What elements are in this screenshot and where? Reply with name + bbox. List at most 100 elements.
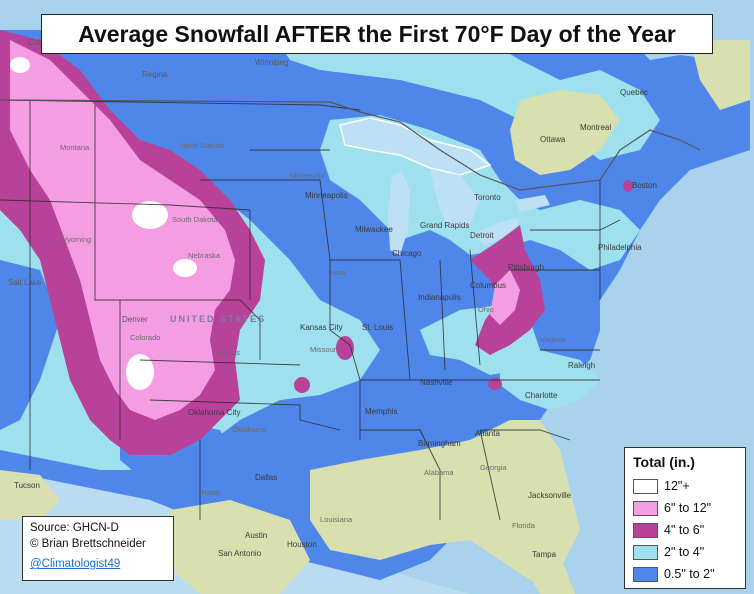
label-kansas: Kansas <box>215 348 240 357</box>
label-kansas-city: Kansas City <box>300 323 343 332</box>
state-borders <box>0 99 621 521</box>
label-chicago: Chicago <box>392 249 422 258</box>
legend-item-4to6: 4" to 6" <box>633 519 737 541</box>
label-oklahoma: Oklahoma <box>232 425 267 434</box>
label-charlotte: Charlotte <box>525 391 558 400</box>
label-dallas: Dallas <box>255 473 277 482</box>
legend-label: 4" to 6" <box>664 523 705 537</box>
label-tampa: Tampa <box>532 550 557 559</box>
map-labels: Regina Winnipeg Calgary Ottawa Montreal … <box>8 38 657 559</box>
label-minneapolis: Minneapolis <box>305 191 348 200</box>
label-austin: Austin <box>245 531 267 540</box>
label-colorado: Colorado <box>130 333 160 342</box>
legend-label: 6" to 12" <box>664 501 712 515</box>
label-north-dakota: North Dakota <box>180 141 225 150</box>
zone-white-wy <box>132 201 168 229</box>
map-title-box: Average Snowfall AFTER the First 70°F Da… <box>41 14 713 54</box>
legend-swatch <box>633 566 658 582</box>
label-tucson: Tucson <box>14 481 40 490</box>
label-grand-rapids: Grand Rapids <box>420 221 469 230</box>
lake-erie <box>470 218 520 245</box>
label-montreal: Montreal <box>580 123 611 132</box>
label-jacksonville: Jacksonville <box>528 491 572 500</box>
label-st-louis: St. Louis <box>362 323 393 332</box>
label-united-states: UNITED STATES <box>170 314 266 324</box>
label-birmingham: Birmingham <box>418 439 461 448</box>
label-texas: Texas <box>200 488 220 497</box>
label-south-dakota: South Dakota <box>172 215 218 224</box>
legend-swatch <box>633 500 658 516</box>
label-raleigh: Raleigh <box>568 361 595 370</box>
zone-nodata-south <box>310 420 580 580</box>
zone-pink-rockies <box>10 40 235 420</box>
zone-nodata-ne <box>690 40 750 110</box>
label-columbus: Columbus <box>470 281 506 290</box>
zone-white-co <box>126 354 154 390</box>
legend-label: 0.5" to 2" <box>664 567 715 581</box>
label-virginia: Virginia <box>540 335 566 344</box>
label-louisiana: Louisiana <box>320 515 353 524</box>
label-denver: Denver <box>122 315 148 324</box>
label-boston: Boston <box>632 181 657 190</box>
label-pittsburgh: Pittsburgh <box>508 263 544 272</box>
map-title: Average Snowfall AFTER the First 70°F Da… <box>78 20 676 47</box>
zone-magenta-ok <box>294 377 310 393</box>
label-alabama: Alabama <box>424 468 454 477</box>
lake-huron <box>430 170 480 230</box>
legend-item-12plus: 12"+ <box>633 475 737 497</box>
zone-nodata-quebec <box>510 90 620 175</box>
label-milwaukee: Milwaukee <box>355 225 393 234</box>
legend-swatch <box>633 522 658 538</box>
zone-florida <box>520 555 575 594</box>
label-wyoming: Wyoming <box>60 235 91 244</box>
label-salt-lake: Salt Lake <box>8 278 42 287</box>
lake-michigan <box>388 172 410 255</box>
label-toronto: Toronto <box>474 193 501 202</box>
label-memphis: Memphis <box>365 407 397 416</box>
zone-white-ne <box>173 259 197 277</box>
label-atlanta: Atlanta <box>475 429 500 438</box>
twitter-handle-link[interactable]: @Climatologist49 <box>30 558 121 570</box>
us-canada-border <box>0 99 701 191</box>
zone-pink-appalachia <box>490 270 520 325</box>
legend-item-2to4: 2" to 4" <box>633 541 737 563</box>
legend-swatch <box>633 478 658 494</box>
label-winnipeg: Winnipeg <box>255 58 288 67</box>
source-box: Source: GHCN-D © Brian Brettschneider @C… <box>22 516 174 581</box>
zone-white-mt <box>10 57 30 73</box>
label-missouri: Missouri <box>310 345 338 354</box>
label-san-antonio: San Antonio <box>218 549 262 558</box>
legend-title: Total (in.) <box>633 454 695 470</box>
label-detroit: Detroit <box>470 231 494 240</box>
label-philadelphia: Philadelphia <box>598 243 642 252</box>
zone-magenta-tn <box>488 378 502 390</box>
label-iowa: Iowa <box>330 268 347 277</box>
label-nebraska: Nebraska <box>188 251 221 260</box>
label-indianapolis: Indianapolis <box>418 293 461 302</box>
zone-magenta-me <box>623 180 633 192</box>
legend-label: 12"+ <box>664 479 690 493</box>
label-nashville: Nashville <box>420 378 453 387</box>
zone-nodata-tx <box>160 500 310 594</box>
legend: Total (in.) 12"+ 6" to 12" 4" to 6" 2" t… <box>624 447 746 589</box>
legend-item-6to12: 6" to 12" <box>633 497 737 519</box>
label-minnesota: Minnesota <box>290 171 325 180</box>
source-text: Source: GHCN-D <box>30 522 119 534</box>
lake-superior <box>339 117 492 176</box>
legend-item-half-to-2: 0.5" to 2" <box>633 563 737 585</box>
zone-magenta-mo <box>336 336 354 360</box>
label-houston: Houston <box>287 540 317 549</box>
lake-ontario <box>515 195 550 212</box>
label-georgia: Georgia <box>480 463 508 472</box>
label-montana: Montana <box>60 143 90 152</box>
label-florida: Florida <box>512 521 536 530</box>
zone-nodata-sw <box>0 470 60 520</box>
legend-swatch <box>633 544 658 560</box>
label-ohio: Ohio <box>478 305 494 314</box>
label-oklahoma-city: Oklahoma City <box>188 408 240 417</box>
label-quebec: Quebec <box>620 88 648 97</box>
author-text: © Brian Brettschneider <box>30 538 146 550</box>
label-regina: Regina <box>142 70 168 79</box>
legend-label: 2" to 4" <box>664 545 705 559</box>
